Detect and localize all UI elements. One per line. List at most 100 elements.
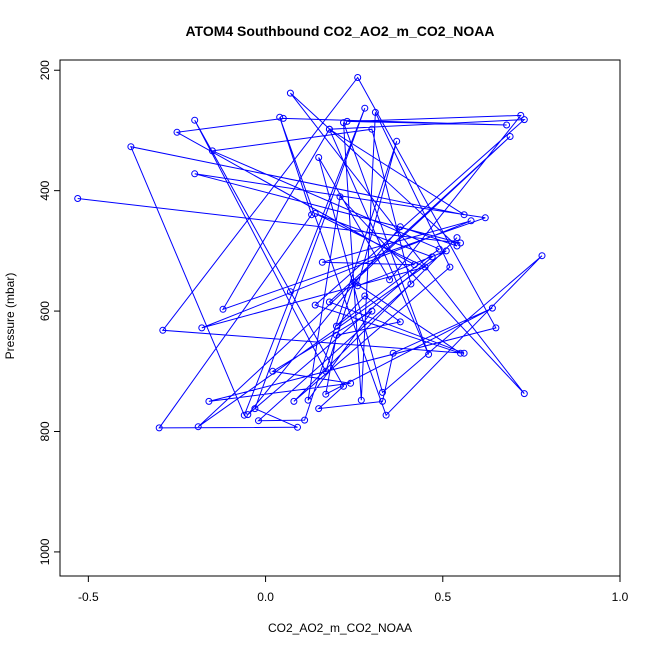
data-point bbox=[286, 89, 294, 97]
data-point bbox=[368, 125, 376, 133]
data-point bbox=[286, 288, 294, 296]
data-point bbox=[290, 397, 298, 405]
y-tick-label: 200 bbox=[38, 60, 52, 80]
data-point bbox=[453, 242, 461, 250]
data-point bbox=[127, 143, 135, 151]
data-point bbox=[343, 117, 351, 125]
data-point bbox=[308, 211, 316, 219]
x-axis: -0.5 0.0 0.5 1.0 bbox=[78, 575, 629, 604]
data-point bbox=[244, 411, 252, 419]
data-point bbox=[467, 217, 475, 225]
data-point bbox=[340, 382, 347, 390]
data-point bbox=[354, 74, 362, 81]
data-point bbox=[357, 396, 365, 404]
y-axis: 200 400 600 800 1000 bbox=[38, 60, 61, 565]
x-axis-label: CO2_AO2_m_CO2_NOAA bbox=[268, 621, 412, 635]
data-point bbox=[315, 154, 323, 161]
data-point bbox=[453, 234, 461, 242]
data-point bbox=[396, 318, 404, 326]
data-point bbox=[304, 396, 312, 404]
data-point bbox=[198, 324, 206, 332]
data-point bbox=[460, 349, 468, 357]
data-point bbox=[333, 322, 340, 330]
data-point bbox=[460, 211, 468, 219]
data-point bbox=[74, 195, 82, 202]
x-tick-label: 0.5 bbox=[434, 590, 451, 604]
data-point bbox=[315, 405, 323, 413]
data-point bbox=[481, 214, 489, 222]
data-point bbox=[520, 390, 528, 398]
data-point bbox=[396, 223, 404, 231]
data-point bbox=[322, 367, 330, 375]
data-point bbox=[301, 416, 309, 424]
chart-title: ATOM4 Southbound CO2_AO2_m_CO2_NOAA bbox=[185, 23, 494, 39]
x-tick-label: 0.0 bbox=[257, 590, 274, 604]
data-point bbox=[435, 245, 443, 253]
data-point bbox=[389, 349, 397, 357]
data-point bbox=[191, 116, 199, 124]
data-point bbox=[240, 411, 248, 419]
data-point bbox=[333, 331, 340, 339]
data-point bbox=[347, 379, 355, 387]
data-point bbox=[255, 417, 262, 425]
data-point bbox=[517, 111, 525, 119]
data-point bbox=[428, 253, 436, 261]
x-tick-label: 1.0 bbox=[612, 590, 629, 604]
data-point bbox=[520, 116, 528, 124]
data-point bbox=[379, 388, 386, 396]
plot-frame bbox=[59, 59, 621, 577]
data-point bbox=[371, 108, 379, 116]
data-point bbox=[442, 247, 450, 255]
data-point bbox=[361, 292, 369, 300]
data-point bbox=[368, 307, 376, 315]
data-point bbox=[173, 128, 181, 136]
data-point bbox=[350, 278, 358, 286]
data-point bbox=[325, 298, 333, 306]
data-point bbox=[340, 119, 347, 127]
data-point bbox=[276, 113, 284, 121]
series-line bbox=[77, 76, 543, 429]
data-point bbox=[159, 326, 167, 334]
data-point bbox=[325, 125, 333, 133]
y-tick-label: 800 bbox=[38, 421, 52, 441]
data-point bbox=[354, 282, 362, 290]
data-point bbox=[446, 263, 454, 271]
data-point bbox=[386, 276, 394, 284]
data-point bbox=[318, 258, 326, 266]
data-point bbox=[538, 252, 546, 260]
data-point bbox=[311, 301, 319, 309]
data-point bbox=[393, 137, 401, 145]
data-point bbox=[382, 411, 390, 419]
data-point bbox=[191, 170, 199, 178]
data-point bbox=[421, 263, 429, 271]
data-point bbox=[336, 193, 344, 201]
x-tick-label: -0.5 bbox=[78, 590, 99, 604]
data-point bbox=[269, 367, 277, 375]
data-point bbox=[488, 304, 496, 312]
data-point bbox=[457, 349, 464, 357]
data-point bbox=[311, 210, 319, 217]
y-tick-label: 400 bbox=[38, 180, 52, 200]
data-point bbox=[219, 305, 227, 313]
data-point bbox=[503, 121, 511, 129]
data-point bbox=[410, 261, 418, 269]
data-point bbox=[155, 424, 163, 432]
y-axis-label: Pressure (mbar) bbox=[3, 273, 17, 360]
series-layer bbox=[74, 74, 546, 432]
data-point bbox=[294, 423, 301, 431]
data-point bbox=[407, 280, 415, 288]
data-point bbox=[322, 390, 330, 398]
y-tick-label: 1000 bbox=[38, 538, 52, 565]
data-point bbox=[361, 104, 369, 112]
data-point bbox=[208, 147, 216, 155]
data-point bbox=[251, 405, 259, 413]
data-point bbox=[194, 423, 202, 431]
y-tick-label: 600 bbox=[38, 301, 52, 321]
data-point bbox=[492, 324, 500, 332]
data-point bbox=[425, 350, 433, 358]
data-point bbox=[279, 114, 287, 122]
data-point bbox=[506, 133, 514, 140]
data-point bbox=[379, 397, 386, 405]
data-point bbox=[205, 397, 213, 405]
